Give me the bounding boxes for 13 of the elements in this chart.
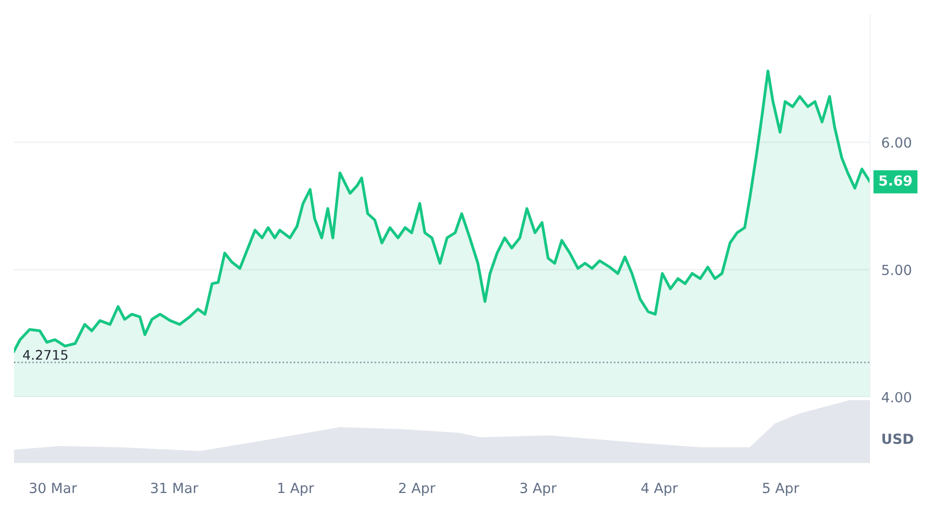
y-axis-title: USD	[882, 434, 914, 444]
x-tick-label: 30 Mar	[30, 482, 78, 494]
y-tick-label: 5.00	[882, 264, 912, 276]
x-tick-label: 3 Apr	[520, 482, 557, 496]
y-tick-label: 4.00	[882, 392, 912, 402]
x-tick-label: 2 Apr	[399, 482, 436, 496]
annotation: 5.69	[879, 175, 912, 186]
x-tick-label: 1 Apr	[278, 482, 314, 496]
ref-line-label: 4.2715	[23, 350, 68, 360]
x-tick-label: 4 Apr	[641, 482, 678, 496]
y-tick-label: 6.00	[882, 137, 912, 148]
x-tick-label: 31 Mar	[151, 482, 198, 494]
x-tick-label: 5 Apr	[762, 482, 800, 496]
